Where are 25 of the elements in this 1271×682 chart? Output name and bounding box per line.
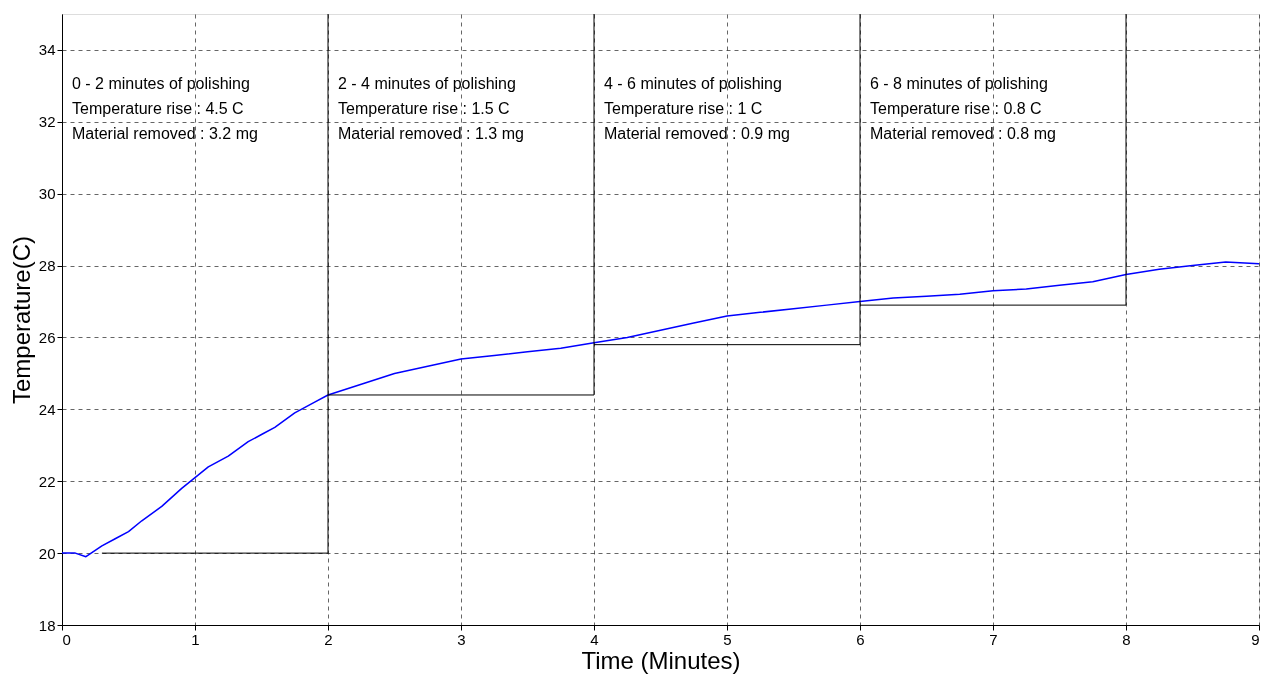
y-tick-label: 34 — [38, 41, 56, 59]
x-tick-label: 4 — [590, 630, 599, 648]
x-tick-label: 1 — [191, 630, 200, 648]
annotation: 6 - 8 minutes of polishing Temperature rise : 0.8 C Material removed : 0.8 mg — [870, 75, 1056, 142]
y-tick-label: 30 — [38, 185, 56, 203]
x-tick-label: 2 — [324, 630, 333, 648]
x-tick-label: 0 — [62, 630, 71, 648]
x-tick-label: 7 — [989, 630, 998, 648]
x-tick-label: 5 — [723, 630, 732, 648]
x-axis-title: Time (Minutes) — [581, 646, 741, 674]
y-tick-label: 24 — [38, 400, 56, 418]
annotation: 2 - 4 minutes of polishing Temperature rise : 1.5 C Material removed : 1.3 mg — [338, 75, 524, 142]
x-tick-label: 8 — [1122, 630, 1131, 648]
annotation: 4 - 6 minutes of polishing Temperature rise : 1 C Material removed : 0.9 mg — [604, 75, 790, 142]
annotation: 0 - 2 minutes of polishing Temperature rise : 4.5 C Material removed : 3.2 mg — [72, 75, 258, 142]
y-tick-label: 18 — [38, 616, 56, 634]
y-tick-label: 26 — [38, 328, 56, 346]
y-axis-title: Temperature(C) — [7, 235, 35, 405]
y-tick-label: 22 — [38, 472, 56, 490]
x-tick-label: 9 — [1251, 630, 1260, 648]
y-tick-label: 32 — [38, 113, 56, 131]
y-tick-label: 28 — [38, 257, 56, 275]
x-tick-label: 3 — [457, 630, 466, 648]
y-tick-label: 20 — [38, 544, 56, 562]
x-tick-label: 6 — [856, 630, 865, 648]
